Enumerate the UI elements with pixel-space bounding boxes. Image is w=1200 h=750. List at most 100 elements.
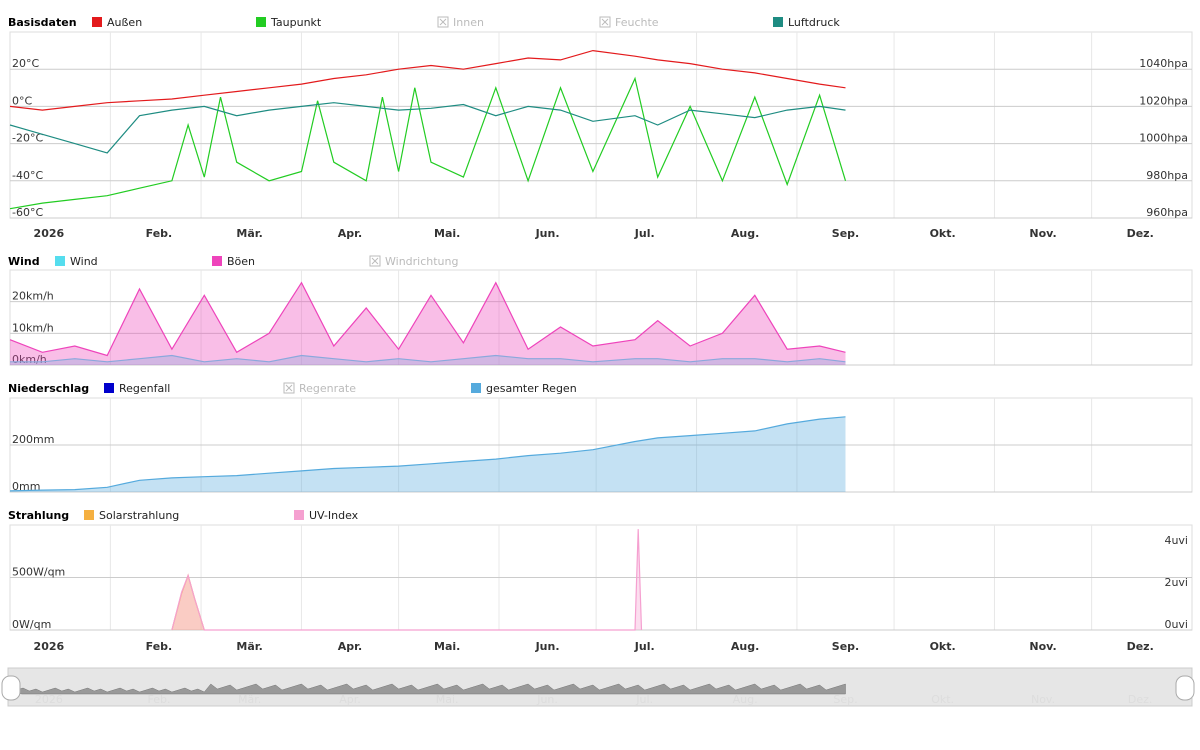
navigator-month: Jun. [536, 693, 558, 706]
series-line [10, 354, 846, 363]
legend-label: Luftdruck [788, 16, 840, 29]
legend-item: Regenfall [104, 382, 170, 395]
y-right-tick-label: 1040hpa [1139, 57, 1188, 70]
x-month-label: Mär. [236, 640, 262, 653]
x-month-label: Mär. [236, 227, 262, 240]
navigator-handle-right[interactable] [1175, 675, 1195, 701]
x-month-label: Okt. [930, 227, 956, 240]
x-month-label: Jul. [634, 227, 655, 240]
x-month-label: Aug. [731, 640, 759, 653]
x-year-label: 2026 [34, 640, 65, 653]
legend-cross [439, 18, 447, 26]
series-line [9, 76, 847, 210]
legend-item: gesamter Regen [471, 382, 577, 395]
legend-label: Regenrate [299, 382, 356, 395]
navigator-month: Apr. [339, 693, 361, 706]
navigator-month: Aug. [733, 693, 758, 706]
x-month-label: Nov. [1029, 227, 1056, 240]
x-month-label: Dez. [1127, 227, 1154, 240]
legend-swatch [294, 510, 304, 520]
y-right-tick-label: 1020hpa [1139, 94, 1188, 107]
y-tick-label: 20km/h [12, 290, 54, 303]
legend-swatch [471, 383, 481, 393]
legend-swatch-disabled [283, 382, 295, 394]
legend-item: Innen [437, 16, 484, 29]
y-tick-label: 0W/qm [12, 618, 51, 631]
legend-label: UV-Index [309, 509, 359, 522]
y-right-tick-label: 980hpa [1146, 169, 1188, 182]
navigator-handle-right-knob [1175, 675, 1195, 701]
legend-swatch-disabled [599, 16, 611, 28]
x-month-label: Jun. [535, 640, 560, 653]
x-axis: 2026 Feb. Mär. Apr. Mai. Jun. Jul. Aug. Sep. Okt.… [34, 640, 1154, 653]
series-line [9, 281, 846, 357]
x-month-label: Sep. [832, 640, 859, 653]
y-tick-label: 20°C [12, 57, 39, 70]
legend-label: Taupunkt [270, 16, 322, 29]
legend-label: Regenfall [119, 382, 170, 395]
x-month-label: Aug. [731, 227, 759, 240]
legend-item: Wind [55, 255, 98, 268]
x-year-label: 2026 [34, 227, 65, 240]
navigator-month: Jul. [635, 693, 653, 706]
x-axis: 2026 Feb. Mär. Apr. Mai. Jun. Jul. Aug. Sep. Okt.… [34, 227, 1154, 240]
legend-swatch-disabled [437, 16, 449, 28]
y-right-tick-label: 2uvi [1164, 576, 1188, 589]
series-area [10, 416, 846, 492]
y-tick-label: 200mm [12, 433, 54, 446]
x-month-label: Jul. [634, 640, 655, 653]
x-month-label: Apr. [338, 227, 362, 240]
y-tick-label: 0°C [12, 94, 32, 107]
legend-item: Regenrate [283, 382, 356, 395]
legend-item: Feuchte [599, 16, 659, 29]
navigator-series [9, 683, 846, 695]
series-line [9, 49, 846, 111]
panel-wind: Wind Wind Böen Windrichtung 20km/h 10km/h 0km/… [8, 255, 1193, 366]
x-month-label: Dez. [1127, 640, 1154, 653]
navigator-handle-left-knob [1, 675, 21, 701]
legend-label: Windrichtung [385, 255, 458, 268]
panel-title: Strahlung [8, 509, 69, 522]
legend-item: Taupunkt [256, 16, 322, 29]
legend-swatch [256, 17, 266, 27]
x-month-label: Feb. [146, 227, 173, 240]
y-right-tick-label: 0uvi [1164, 618, 1188, 631]
navigator-month: Okt. [931, 693, 954, 706]
panel-title: Wind [8, 255, 40, 268]
legend-swatch [773, 17, 783, 27]
legend-cross [601, 18, 609, 26]
x-month-label: Sep. [832, 227, 859, 240]
y-tick-label: -20°C [12, 132, 43, 145]
y-tick-label: 0km/h [12, 353, 47, 366]
legend-item: UV-Index [294, 509, 359, 522]
legend-swatch [104, 383, 114, 393]
x-month-label: Feb. [146, 640, 173, 653]
y-right-tick-label: 960hpa [1146, 206, 1188, 219]
legend-cross [371, 257, 379, 265]
x-month-label: Jun. [535, 227, 560, 240]
navigator-month: Mai. [436, 693, 459, 706]
legend-label: Wind [70, 255, 98, 268]
navigator-month: Sep. [833, 693, 857, 706]
series-line [9, 102, 846, 154]
legend-item: Solarstrahlung [84, 509, 179, 522]
x-month-label: Mai. [434, 227, 460, 240]
navigator-year: 2026 [35, 693, 63, 706]
navigator-month: Nov. [1031, 693, 1055, 706]
x-month-label: Apr. [338, 640, 362, 653]
y-right-tick-label: 4uvi [1164, 534, 1188, 547]
y-tick-label: -60°C [12, 206, 43, 219]
navigator-month: Dez. [1128, 693, 1153, 706]
legend-label: Feuchte [615, 16, 659, 29]
series-line [9, 416, 846, 492]
x-month-label: Mai. [434, 640, 460, 653]
navigator-month: Mär. [238, 693, 261, 706]
legend-swatch [92, 17, 102, 27]
legend-label: Böen [227, 255, 255, 268]
navigator: 2026 Feb. Mär. Apr. Mai. Jun. Jul. Aug. Sep. Okt.… [1, 667, 1195, 707]
legend-label: Außen [107, 16, 142, 29]
y-tick-label: 10km/h [12, 321, 54, 334]
navigator-handle-left[interactable] [1, 675, 21, 701]
legend-item: Böen [212, 255, 255, 268]
